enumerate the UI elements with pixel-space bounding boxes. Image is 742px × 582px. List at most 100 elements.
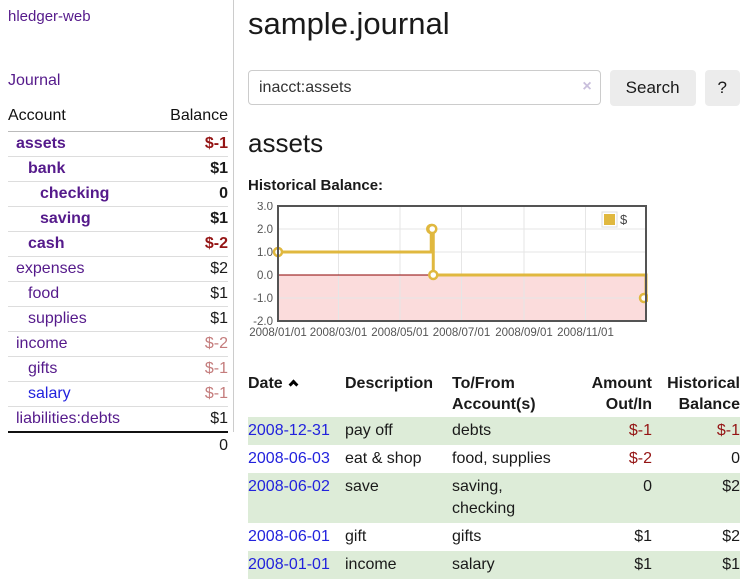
register-row: 2008-01-01 income salary $1 $1 <box>248 551 740 579</box>
transaction-date-link[interactable]: 2008-06-01 <box>248 528 330 545</box>
account-balance: $-2 <box>153 331 228 357</box>
register-header-description: Description <box>345 375 434 392</box>
register-row: 2008-12-31 pay off debts $-1 $-1 <box>248 417 740 445</box>
account-balance: $1 <box>153 406 228 433</box>
transaction-balance: 0 <box>731 450 740 467</box>
account-balance: 0 <box>153 181 228 207</box>
svg-text:2008/05/01: 2008/05/01 <box>371 327 429 339</box>
account-link[interactable]: supplies <box>28 310 87 327</box>
account-link[interactable]: bank <box>28 160 66 177</box>
transaction-description: gift <box>345 528 367 545</box>
account-row: salary $-1 <box>8 381 228 407</box>
transaction-balance: $2 <box>722 528 740 545</box>
account-balance: $1 <box>153 306 228 332</box>
transaction-balance: $2 <box>722 478 740 495</box>
account-row: liabilities:debts $1 <box>8 406 228 433</box>
register-header-date[interactable]: Date <box>248 371 345 417</box>
account-link[interactable]: food <box>28 285 60 302</box>
main-content: sample.journal × Search ? assets Histori… <box>248 0 740 579</box>
transaction-date-link[interactable]: 2008-12-31 <box>248 422 330 439</box>
account-row: checking 0 <box>8 181 228 207</box>
accounts-total-value: 0 <box>153 431 228 459</box>
account-balance: $-1 <box>153 131 228 157</box>
app-brand-link[interactable]: hledger-web <box>8 8 91 25</box>
account-link[interactable]: assets <box>16 135 66 152</box>
account-row: gifts $-1 <box>8 356 228 382</box>
account-balance: $1 <box>153 281 228 307</box>
register-header-amount: Amount Out/In <box>591 375 652 413</box>
chart-label: Historical Balance: <box>248 177 384 194</box>
transaction-description: eat & shop <box>345 450 422 467</box>
account-row: income $-2 <box>8 331 228 357</box>
transaction-accounts: gifts <box>452 528 482 545</box>
account-row: expenses $2 <box>8 256 228 282</box>
help-button[interactable]: ? <box>704 70 740 106</box>
sidebar: hledger-web Journal Account Balance asse… <box>0 0 233 459</box>
transaction-description: pay off <box>345 422 393 439</box>
account-link[interactable]: expenses <box>16 260 85 277</box>
svg-text:2008/01/01: 2008/01/01 <box>249 327 307 339</box>
chart-point-marker <box>427 223 438 235</box>
transaction-amount: 0 <box>643 478 652 495</box>
register-header-balance: Historical Balance <box>667 375 740 413</box>
transaction-accounts: salary <box>452 556 495 573</box>
register-row: 2008-06-03 eat & shop food, supplies $-2… <box>248 445 740 473</box>
transaction-description: save <box>345 478 379 495</box>
account-row: food $1 <box>8 281 228 307</box>
account-link[interactable]: salary <box>28 385 71 402</box>
register-table: Date Description To/From Account(s) Amou… <box>248 371 740 579</box>
account-balance: $1 <box>153 206 228 232</box>
transaction-balance: $1 <box>722 556 740 573</box>
account-link[interactable]: saving <box>40 210 91 227</box>
svg-text:2.0: 2.0 <box>257 224 273 236</box>
accounts-total-row: 0 <box>8 431 228 459</box>
account-link[interactable]: gifts <box>28 360 58 377</box>
transaction-description: income <box>345 556 397 573</box>
account-link[interactable]: liabilities:debts <box>16 410 121 427</box>
account-link[interactable]: income <box>16 335 68 352</box>
transaction-date-link[interactable]: 2008-01-01 <box>248 556 330 573</box>
page-title: sample.journal <box>248 6 450 41</box>
account-row: saving $1 <box>8 206 228 232</box>
account-link[interactable]: cash <box>28 235 65 252</box>
search-input[interactable] <box>248 70 601 105</box>
transaction-accounts: saving, checking <box>452 478 516 517</box>
chart-point-marker <box>428 269 439 281</box>
search-button[interactable]: Search <box>609 70 696 106</box>
account-link[interactable]: checking <box>40 185 110 202</box>
transaction-accounts: debts <box>452 422 492 439</box>
svg-text:2008/07/01: 2008/07/01 <box>433 327 491 339</box>
accounts-header-account: Account <box>8 107 154 132</box>
svg-text:3.0: 3.0 <box>257 202 273 213</box>
account-balance: $-2 <box>153 231 228 257</box>
svg-text:2008/11/01: 2008/11/01 <box>557 327 614 339</box>
account-balance: $-1 <box>153 356 228 382</box>
search-form: × Search ? <box>248 70 740 106</box>
transaction-amount: $-1 <box>628 422 652 439</box>
svg-text:-2.0: -2.0 <box>253 316 273 328</box>
account-balance: $-1 <box>153 381 228 407</box>
sidebar-divider <box>233 0 234 432</box>
register-header-accounts: To/From Account(s) <box>452 375 536 413</box>
transaction-amount: $-2 <box>628 450 652 467</box>
transaction-date-link[interactable]: 2008-06-03 <box>248 450 330 467</box>
legend-label: $ <box>620 212 628 227</box>
transaction-accounts: food, supplies <box>452 450 551 467</box>
accounts-table: Account Balance assets $-1 bank $1 check… <box>8 107 228 459</box>
sidebar-item-journal[interactable]: Journal <box>8 72 61 89</box>
transaction-date-link[interactable]: 2008-06-02 <box>248 478 330 495</box>
svg-text:0.0: 0.0 <box>257 270 273 282</box>
svg-text:1.0: 1.0 <box>257 247 273 259</box>
svg-text:2008/03/01: 2008/03/01 <box>310 327 368 339</box>
account-title: assets <box>248 128 324 158</box>
account-row: bank $1 <box>8 156 228 182</box>
account-row: supplies $1 <box>8 306 228 332</box>
transaction-balance: $-1 <box>716 422 740 439</box>
clear-search-icon[interactable]: × <box>582 78 592 95</box>
account-balance: $2 <box>153 256 228 282</box>
transaction-amount: $1 <box>634 556 652 573</box>
account-row: cash $-2 <box>8 231 228 257</box>
legend-swatch <box>604 214 615 225</box>
svg-text:2008/09/01: 2008/09/01 <box>495 327 553 339</box>
